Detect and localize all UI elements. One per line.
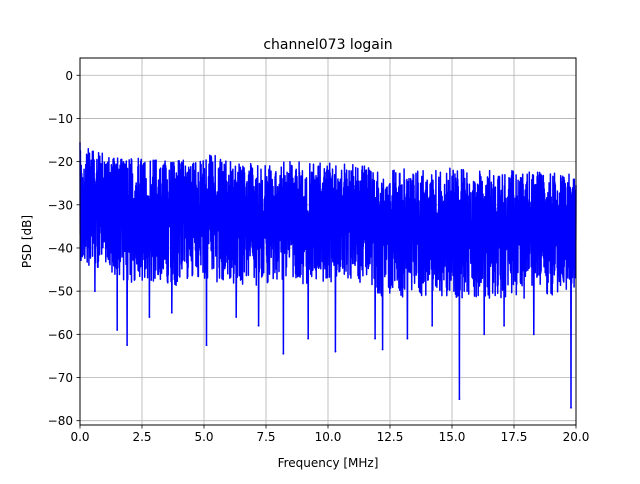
y-tick-label: −30 [48, 198, 73, 212]
dip-point [483, 333, 486, 336]
dip-point [170, 311, 173, 314]
y-axis-label: PSD [dB] [20, 215, 34, 268]
dip-point [307, 337, 310, 340]
dip-point [235, 316, 238, 318]
x-tick-label: 10.0 [315, 430, 342, 444]
chart-title: channel073 logain [263, 37, 392, 53]
x-tick-label: 12.5 [377, 430, 404, 444]
dip-point [374, 337, 377, 340]
x-tick-label: 0.0 [70, 430, 89, 444]
y-tick-label: −60 [48, 328, 73, 342]
axes-ticks: 0.0 2.5 5.0 7.5 10.0 12.5 15.0 17.5 20.0 0 −10 −20 −… [48, 69, 590, 444]
x-tick-label: 15.0 [439, 430, 466, 444]
dip-point [116, 329, 119, 331]
dip-point [570, 406, 572, 409]
y-tick-label: −70 [48, 371, 73, 385]
dip-point [431, 324, 434, 327]
dip-point [148, 316, 151, 318]
y-tick-label: 0 [65, 69, 73, 83]
dip-point [503, 324, 505, 327]
dip-point [282, 352, 285, 355]
y-tick-label: −20 [48, 155, 73, 169]
series-line [79, 142, 577, 409]
dip-point [381, 348, 384, 351]
x-tick-label: 5.0 [194, 430, 213, 444]
plot-area [79, 142, 577, 409]
dip-point [532, 333, 535, 336]
x-tick-label: 2.5 [132, 430, 151, 444]
y-tick-label: −40 [48, 241, 73, 255]
dip-point [205, 344, 208, 347]
x-tick-label: 20.0 [563, 430, 590, 444]
dip-point [458, 398, 461, 400]
y-tick-label: −80 [48, 414, 73, 428]
y-tick-label: −10 [48, 112, 73, 126]
x-tick-label: 7.5 [256, 430, 275, 444]
dip-point [334, 350, 337, 353]
x-axis-label: Frequency [MHz] [278, 456, 379, 470]
y-tick-label: −50 [48, 285, 73, 299]
dip-point [257, 324, 260, 327]
dip-point [126, 344, 129, 347]
dip-point [93, 290, 96, 293]
dip-point [406, 337, 409, 340]
x-tick-label: 17.5 [501, 430, 528, 444]
